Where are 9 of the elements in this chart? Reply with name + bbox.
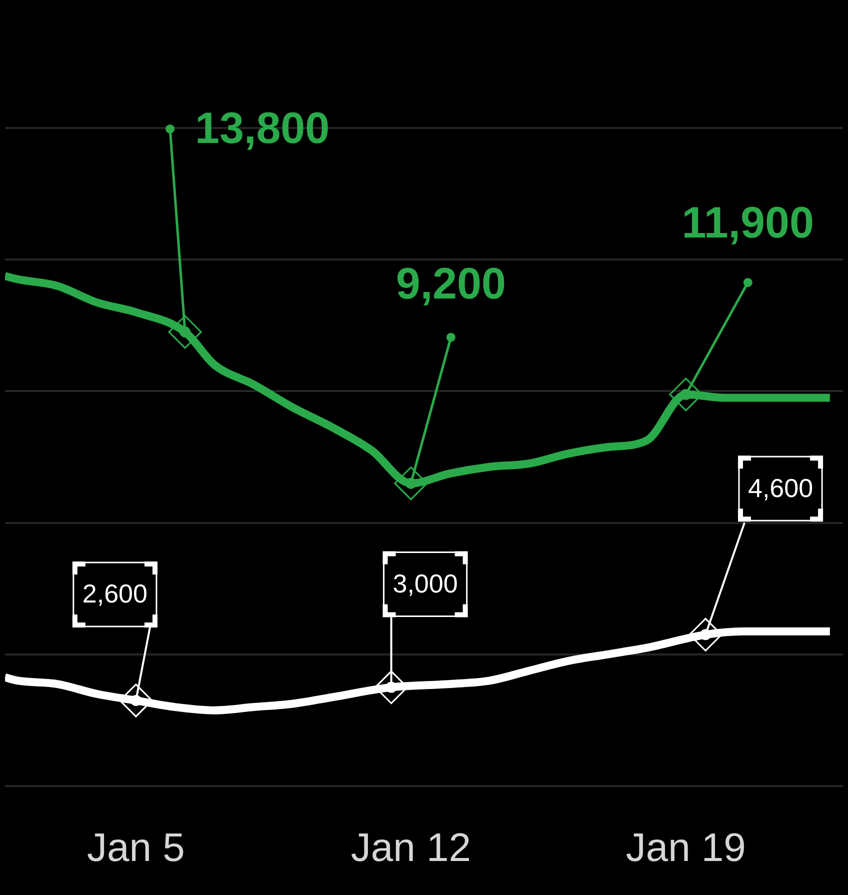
data-label: 13,800: [195, 104, 330, 154]
data-label: 3,000: [392, 568, 458, 598]
data-label: 9,200: [396, 259, 506, 308]
data-label: 2,600: [82, 578, 148, 609]
data-label: 11,900: [682, 198, 814, 248]
x-tick-label: Jan 5: [87, 826, 185, 870]
data-label: 4,600: [748, 472, 814, 503]
x-tick-label: Jan 12: [350, 826, 471, 870]
x-tick-label: Jan 19: [626, 826, 746, 870]
